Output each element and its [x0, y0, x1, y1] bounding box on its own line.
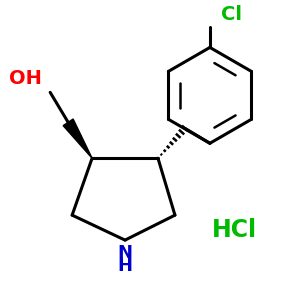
- Text: H: H: [118, 257, 133, 275]
- Text: OH: OH: [9, 69, 42, 88]
- Text: N: N: [118, 244, 133, 262]
- Text: Cl: Cl: [221, 5, 242, 25]
- Text: HCl: HCl: [212, 218, 257, 242]
- Polygon shape: [63, 119, 92, 158]
